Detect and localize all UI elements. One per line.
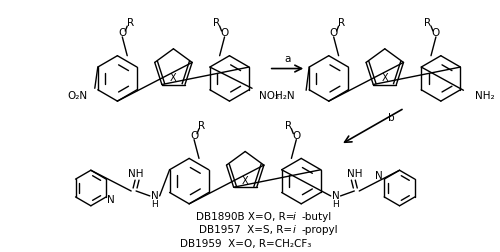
Text: a: a — [284, 54, 290, 64]
Text: O: O — [292, 131, 300, 141]
Text: O: O — [330, 28, 338, 38]
Text: NH₂: NH₂ — [475, 91, 495, 101]
Text: DB1957  X=S, R=: DB1957 X=S, R= — [198, 226, 292, 235]
Text: X: X — [382, 73, 388, 83]
Text: R: R — [126, 18, 134, 28]
Text: O₂N: O₂N — [68, 91, 88, 101]
Text: NH: NH — [128, 169, 144, 179]
Text: -butyl: -butyl — [301, 212, 332, 222]
Text: R: R — [424, 18, 432, 28]
Text: N: N — [108, 195, 115, 205]
Text: -propyl: -propyl — [301, 226, 338, 235]
Text: R: R — [213, 18, 220, 28]
Text: R: R — [285, 121, 292, 131]
Text: DB1959  X=O, R=CH₂CF₃: DB1959 X=O, R=CH₂CF₃ — [180, 239, 311, 249]
Text: N: N — [375, 171, 383, 181]
Text: NO₂: NO₂ — [259, 91, 279, 101]
Text: H: H — [152, 200, 158, 209]
Text: N: N — [151, 191, 158, 201]
Text: R: R — [338, 18, 345, 28]
Text: N: N — [332, 191, 340, 201]
Text: X: X — [242, 176, 248, 186]
Text: DB1890B X=O, R=: DB1890B X=O, R= — [196, 212, 294, 222]
Text: O: O — [190, 131, 198, 141]
Text: b: b — [388, 113, 395, 123]
Text: H: H — [332, 200, 339, 209]
Text: i: i — [293, 212, 296, 222]
Text: X: X — [170, 73, 176, 83]
Text: NH: NH — [346, 169, 362, 179]
Text: O: O — [432, 28, 440, 38]
Text: O: O — [118, 28, 126, 38]
Text: O: O — [220, 28, 228, 38]
Text: H₂N: H₂N — [274, 91, 294, 101]
Text: R: R — [198, 121, 205, 131]
Text: i: i — [293, 226, 296, 235]
